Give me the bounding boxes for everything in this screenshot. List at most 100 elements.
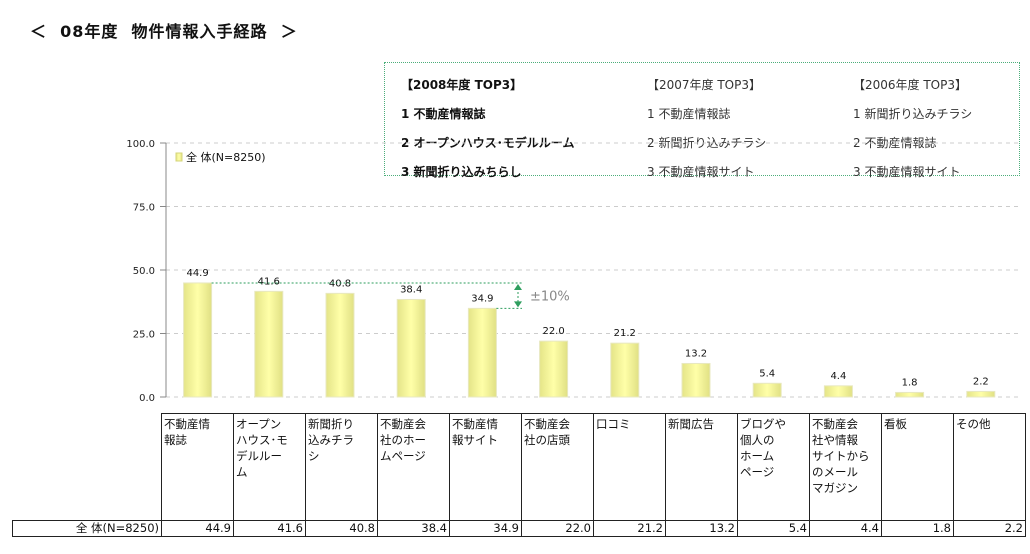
table-value: 41.6 [233, 520, 306, 537]
bar [895, 391, 925, 398]
category-line: 不動産情 [164, 417, 210, 431]
data-label: 1.8 [902, 377, 918, 388]
category-line: ハウス･モ [236, 433, 288, 447]
data-label: 21.2 [614, 328, 636, 339]
y-tick-label: 50.0 [133, 266, 155, 277]
top3-item: 3 不動産情報サイト [853, 165, 961, 179]
data-label: 38.4 [400, 284, 422, 295]
bar [610, 342, 640, 398]
data-label: 13.2 [685, 348, 707, 359]
legend-label: 全 体(N=8250) [186, 150, 266, 164]
category-header: その他 [953, 413, 1026, 521]
table-value: 1.8 [881, 520, 954, 537]
top3-item: 1 新聞折り込みチラシ [853, 107, 973, 121]
category-line: 不動産会 [380, 417, 426, 431]
category-header: 看板 [881, 413, 954, 521]
top3-header: 【2006年度 TOP3】 [853, 78, 968, 92]
bar [752, 382, 782, 398]
page-title: ＜ 08年度 物件情報入手経路 ＞ [30, 22, 298, 41]
table-corner [12, 413, 162, 521]
data-label: 22.0 [542, 326, 564, 337]
table-value: 21.2 [593, 520, 666, 537]
top3-2007: 【2007年度 TOP3】 1 不動産情報誌 2 新聞折り込みチラシ 3 不動産… [647, 71, 766, 187]
table-value: 4.4 [809, 520, 882, 537]
category-line: 込みチラ [308, 433, 354, 447]
y-tick-label: 100.0 [126, 139, 155, 150]
y-tick-label: 0.0 [139, 393, 155, 404]
category-line: 社のホー [380, 433, 426, 447]
category-line: 社や情報 [812, 433, 858, 447]
top3-item: 1 不動産情報誌 [647, 107, 731, 121]
category-line: オープン [236, 417, 282, 431]
top3-item: 2 新聞折り込みチラシ [647, 136, 767, 150]
category-header: 不動産会 社や情報 サイトから のメール マガジン [809, 413, 882, 521]
bar [966, 390, 996, 398]
category-line: サイトから [812, 449, 870, 463]
top3-box: 【2008年度 TOP3】 1 不動産情報誌 2 オープンハウス･モデルルーム … [384, 62, 1020, 179]
data-label: 41.6 [258, 276, 280, 287]
category-line: シ [308, 449, 320, 463]
category-line: ブログや [740, 417, 786, 431]
category-line: 不動産会 [812, 417, 858, 431]
category-line: 報サイト [452, 433, 498, 447]
bar [467, 307, 497, 398]
category-line: 新聞折り [308, 417, 354, 431]
table-value: 34.9 [449, 520, 522, 537]
category-line: 社の店頭 [524, 433, 570, 447]
bar [681, 362, 711, 398]
data-label: 34.9 [471, 293, 493, 304]
data-table: 不動産情 報誌 オープン ハウス･モ デルルーム新聞折り 込みチラシ不動産会 社のホー ムペー… [12, 413, 1026, 537]
data-label: 5.4 [759, 368, 775, 379]
category-header: 不動産会社のホームページ [377, 413, 450, 521]
category-header: 不動産情 報サイト [449, 413, 522, 521]
bar [396, 298, 426, 398]
annotation-label: ±10% [530, 290, 570, 305]
category-line: ホーム [740, 449, 775, 463]
legend-swatch [175, 152, 183, 162]
category-line: ムページ [380, 449, 426, 463]
category-line: その他 [956, 417, 991, 431]
category-line: のメール [812, 465, 858, 479]
data-label: 44.9 [186, 268, 208, 279]
table-value: 40.8 [305, 520, 378, 537]
category-line: ム [236, 465, 248, 479]
bar [183, 282, 213, 398]
category-line: 個人の [740, 433, 775, 447]
bar [325, 292, 355, 398]
y-tick-label: 75.0 [133, 203, 155, 214]
table-value: 13.2 [665, 520, 738, 537]
table-value: 22.0 [521, 520, 594, 537]
category-line: ページ [740, 465, 775, 479]
category-header: 新聞広告 [665, 413, 738, 521]
category-line: 不動産情 [452, 417, 498, 431]
bar [823, 385, 853, 398]
top3-item: 3 不動産情報サイト [647, 165, 755, 179]
category-line: 報誌 [164, 433, 187, 447]
top3-item: 3 新聞折り込みちらし [401, 165, 522, 179]
bar [539, 340, 569, 398]
table-value: 38.4 [377, 520, 450, 537]
top3-header: 【2008年度 TOP3】 [401, 78, 523, 92]
category-header: 不動産会 社の店頭 [521, 413, 594, 521]
bar [254, 290, 284, 398]
arrow-down-icon [514, 301, 522, 308]
category-header: 不動産情 報誌 [161, 413, 234, 521]
category-line: 口コミ [596, 417, 631, 431]
category-header: オープンハウス･モデルルーム [233, 413, 306, 521]
top3-header: 【2007年度 TOP3】 [647, 78, 762, 92]
category-header: 新聞折り 込みチラシ [305, 413, 378, 521]
category-line: 新聞広告 [668, 417, 714, 431]
arrow-up-icon [514, 283, 522, 290]
category-line: デルルー [236, 449, 282, 463]
data-label: 40.8 [329, 278, 351, 289]
table-value: 5.4 [737, 520, 810, 537]
data-label: 2.2 [973, 376, 989, 387]
category-header: ブログや個人のホームページ [737, 413, 810, 521]
y-tick-label: 25.0 [133, 330, 155, 341]
top3-2008: 【2008年度 TOP3】 1 不動産情報誌 2 オープンハウス･モデルルーム … [401, 71, 574, 187]
data-label: 4.4 [830, 371, 846, 382]
top3-item: 1 不動産情報誌 [401, 107, 486, 121]
table-value: 2.2 [953, 520, 1026, 537]
